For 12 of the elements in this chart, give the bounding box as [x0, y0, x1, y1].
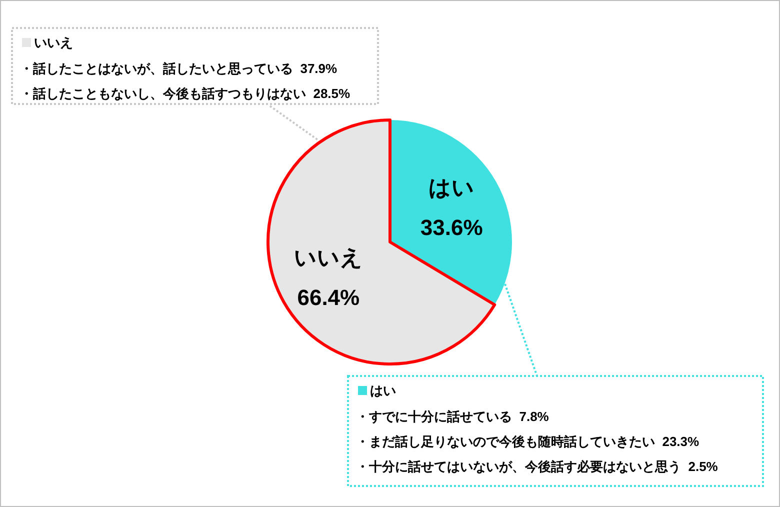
text: ・十分に話せてはいないが、今後話す必要はないと思う 2.5% — [356, 459, 718, 474]
slice-label: はい — [428, 175, 475, 200]
legend-label: はい — [370, 383, 396, 398]
data-label: 33.6% — [420, 215, 483, 240]
text: ・すでに十分に話せている 7.8% — [356, 409, 550, 424]
legend-label: いいえ — [34, 35, 73, 50]
data-label: 66.4% — [297, 284, 360, 310]
text: ・話したことはないが、話したいと思っている 37.9% — [20, 61, 338, 76]
text: ・話したこともないし、今後も話すつもりはない 28.5% — [20, 86, 351, 101]
slice-label: いいえ — [294, 244, 363, 270]
text: ・まだ話し足りないので今後も随時話していきたい 23.3% — [356, 434, 700, 449]
pie-slice — [266, 118, 496, 366]
